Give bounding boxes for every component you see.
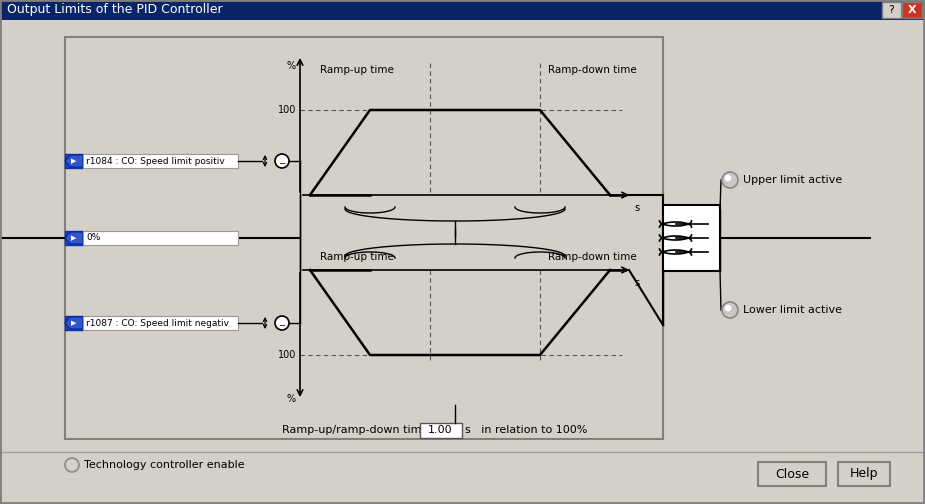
Text: Ramp-up time: Ramp-up time [320, 65, 394, 75]
Bar [882, 2, 901, 18]
Bar [65, 316, 83, 330]
Text: %: % [287, 394, 296, 404]
Text: Upper limit active: Upper limit active [743, 175, 843, 185]
Bar [0, 0, 925, 20]
Text: ?: ? [888, 5, 894, 15]
Text: 100: 100 [278, 350, 296, 360]
Bar [902, 2, 922, 18]
Text: Ramp-down time: Ramp-down time [548, 65, 636, 75]
Polygon shape [65, 317, 83, 329]
Text: Output Limits of the PID Controller: Output Limits of the PID Controller [7, 4, 223, 17]
Bar [838, 462, 890, 486]
Circle shape [65, 458, 79, 472]
Text: ▶: ▶ [71, 235, 77, 241]
Text: 1.00: 1.00 [428, 425, 452, 435]
Text: Help: Help [850, 468, 878, 480]
Text: ▶: ▶ [71, 320, 77, 326]
Bar [420, 423, 462, 438]
Circle shape [725, 305, 731, 311]
Bar [83, 154, 238, 168]
Circle shape [722, 172, 738, 188]
Text: Lower limit active: Lower limit active [743, 305, 842, 315]
Text: Technology controller enable: Technology controller enable [84, 460, 244, 470]
Text: 100: 100 [278, 105, 296, 115]
Text: r1084 : CO: Speed limit positiv: r1084 : CO: Speed limit positiv [86, 157, 225, 165]
Text: Ramp-down time: Ramp-down time [548, 252, 636, 262]
Bar [83, 316, 238, 330]
Text: Close: Close [775, 468, 809, 480]
Text: −: − [278, 322, 286, 331]
Text: %: % [287, 61, 296, 71]
Text: X: X [907, 5, 917, 15]
Polygon shape [65, 232, 83, 244]
Text: 0%: 0% [86, 233, 101, 242]
Bar [758, 462, 826, 486]
Text: ▶: ▶ [71, 158, 77, 164]
Circle shape [725, 175, 731, 181]
Text: r1087 : CO: Speed limit negativ: r1087 : CO: Speed limit negativ [86, 319, 229, 328]
Circle shape [722, 302, 738, 318]
Circle shape [275, 316, 289, 330]
Bar [65, 231, 83, 245]
Text: Ramp-up/ramp-down time: Ramp-up/ramp-down time [282, 425, 428, 435]
Text: Ramp-up time: Ramp-up time [320, 252, 394, 262]
Text: s: s [634, 203, 639, 213]
Circle shape [275, 154, 289, 168]
Text: s   in relation to 100%: s in relation to 100% [465, 425, 587, 435]
Bar [65, 37, 663, 439]
Polygon shape [65, 155, 83, 167]
Bar [83, 231, 238, 245]
Text: s: s [634, 278, 639, 288]
Text: −: − [278, 159, 286, 168]
Bar [663, 205, 720, 271]
Bar [65, 154, 83, 168]
